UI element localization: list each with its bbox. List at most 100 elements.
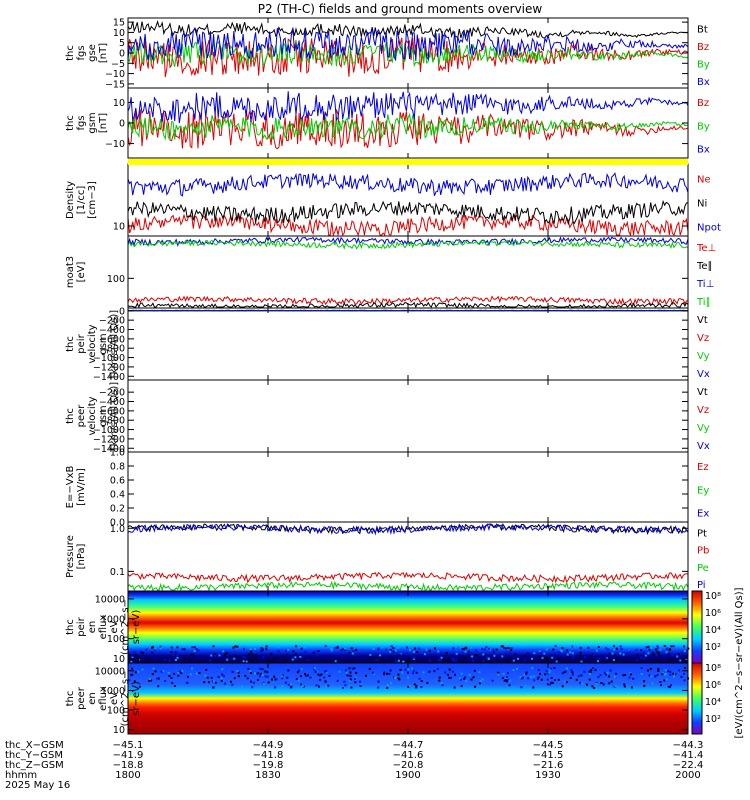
ytick-label: 10000: [95, 594, 125, 605]
xaxis-value: 1900: [395, 770, 420, 781]
panel-efield: 1.0 0.8 0.6 0.4 0.2 0.0 E=−VxB[mV/m] Ez Ey Ex: [65, 448, 709, 529]
ytick-label: 5: [119, 38, 125, 49]
colorbar-tick: 10⁸: [705, 591, 721, 602]
legend-Te: Te∥: [696, 261, 713, 272]
xaxis-value: 1930: [535, 770, 560, 781]
ytick-label: −400: [99, 397, 125, 408]
spectrogram-speckle: [128, 667, 689, 689]
ylabel-peir_spec: thcpeirenefluxeV(cm^2−s−sr−eV): [65, 599, 142, 655]
legend-Pt: Pt: [697, 528, 707, 539]
ytick-label: −800: [99, 416, 125, 427]
ytick-label: 10: [113, 98, 125, 109]
ytick-label: 15: [113, 18, 125, 29]
xaxis-value: −41.9: [113, 750, 144, 761]
ytick-label: 0.6: [110, 476, 125, 487]
legend-Ne: Ne: [697, 174, 711, 185]
legend-Te: Te⊥: [696, 243, 716, 254]
legend-Pb: Pb: [697, 546, 709, 557]
ylabel-efield: E=−VxB[mV/m]: [65, 466, 87, 509]
ylabel-density: Density[1/cc][cm−3]: [65, 181, 98, 219]
ylabel-pressure: Pressure[nPa]: [65, 535, 87, 578]
xaxis-row-label: thc_X−GSM: [5, 740, 64, 751]
trace-Bx-fgs_gse: [127, 27, 689, 62]
frame-efield: [127, 451, 689, 523]
xaxis-value: −18.8: [113, 760, 144, 771]
colorbar-tick: 10⁴: [705, 625, 721, 636]
ytick-label: 100: [107, 706, 125, 717]
legend-Vy: Vy: [697, 351, 710, 362]
date-label: 2025 May 16: [5, 780, 70, 791]
quality-bar: [128, 159, 688, 165]
ytick-label: 1.0: [110, 524, 125, 535]
legend-Vz: Vz: [697, 405, 709, 416]
ytick-label: −1000: [93, 353, 125, 364]
ytick-label: −1400: [93, 372, 125, 383]
xaxis-row-label: thc_Y−GSM: [5, 750, 63, 761]
ytick-label: 0: [119, 306, 125, 317]
legend-By: By: [697, 121, 710, 132]
ytick-label: 10: [113, 725, 125, 736]
ytick-label: 10: [113, 222, 125, 233]
ytick-label: 100: [107, 274, 125, 285]
frame-peir_velocity: [127, 307, 689, 381]
legend-Bz: Bz: [697, 42, 709, 53]
legend-Vx: Vx: [697, 441, 710, 452]
xaxis-value: −22.4: [673, 760, 704, 771]
trace-Ti-temperature: [127, 239, 689, 250]
xaxis-value: −41.4: [673, 750, 704, 761]
xaxis-value: −21.6: [533, 760, 564, 771]
panel-peer_velocity: −200−400−600−800−1000−1200−1400thcpeerve…: [65, 379, 710, 455]
ylabel-temperature: moat3[eV]: [65, 256, 87, 288]
ytick-label: 1000: [101, 686, 125, 697]
legend-Ti: Ti⊥: [696, 279, 714, 290]
legend-Pe: Pe: [697, 563, 709, 574]
ylabel-peer_velocity: thcpeervelocitygsm[km/s(All Qs)]: [65, 382, 120, 450]
ytick-label: 10000: [95, 666, 125, 677]
legend-Ti: Ti∥: [696, 297, 711, 308]
xaxis-value: −41.6: [393, 750, 424, 761]
legend-Pi: Pi: [697, 580, 706, 591]
legend-Bx: Bx: [697, 77, 710, 88]
xaxis-row-label: hhmm: [5, 770, 37, 781]
colorbar: 10⁸ 10⁶ 10⁴ 10² 10⁸ 10⁶ 10⁴ 10² [eV/(cm^2−s−sr−e…: [691, 587, 745, 739]
xaxis-value: 2000: [675, 770, 700, 781]
legend-By: By: [697, 60, 710, 71]
xaxis-value: 1800: [115, 770, 140, 781]
ytick-label: −5: [111, 59, 125, 70]
ytick-label: 0.0: [110, 518, 125, 529]
colorbar-tick: 10⁶: [705, 608, 721, 619]
ytick-label: 0: [119, 119, 125, 130]
ytick-label: 1.0: [110, 448, 125, 459]
ytick-label: 100: [107, 634, 125, 645]
colorbar-segment: [691, 590, 703, 664]
xaxis-value: −44.3: [673, 740, 704, 751]
colorbar-segment: [691, 662, 703, 735]
ylabel-peir_velocity: thcpeirvelocitygsm[km/s(All Qs)]: [65, 310, 120, 378]
legend-Vt: Vt: [697, 387, 708, 398]
ytick-label: −400: [99, 325, 125, 336]
panel-peir_spec: 10000 1000 100 10thcpeirenefluxeV(cm^2−s−sr…: [65, 590, 690, 665]
ytick-label: −15: [105, 79, 125, 90]
ytick-label: 0.8: [110, 462, 125, 473]
panels-group: 151050−5−10−15thcfgsgse[nT]BtBzByBx100−1…: [65, 17, 721, 736]
legend-Ey: Ey: [697, 485, 709, 496]
ytick-label: −800: [99, 344, 125, 355]
ytick-label: −1400: [93, 444, 125, 455]
ytick-label: 0.4: [110, 490, 125, 501]
colorbar-tick: 10²: [705, 714, 721, 725]
panel-density: 10 Density[1/cc][cm−3] Ne Ni Npot: [65, 163, 721, 237]
trace-Pi-pressure: [127, 523, 689, 536]
legend-Vz: Vz: [697, 333, 709, 344]
x-axis-table: thc_X−GSM −45.1 −44.9 −44.7 −44.5 −44.3 thc_Y−…: [5, 740, 703, 791]
trace-Bt-fgs_gse: [127, 20, 689, 39]
colorbar-tick: 10⁶: [705, 680, 721, 691]
ytick-label: −1200: [93, 362, 125, 373]
legend-Ex: Ex: [697, 509, 709, 520]
trace-Ne-density: [127, 213, 689, 237]
xaxis-value: −44.7: [393, 740, 424, 751]
xaxis-row-label: thc_Z−GSM: [5, 760, 64, 771]
trace-By-fgs_gse: [127, 41, 689, 68]
ytick-label: −1000: [93, 425, 125, 436]
ytick-label: −200: [99, 316, 125, 327]
